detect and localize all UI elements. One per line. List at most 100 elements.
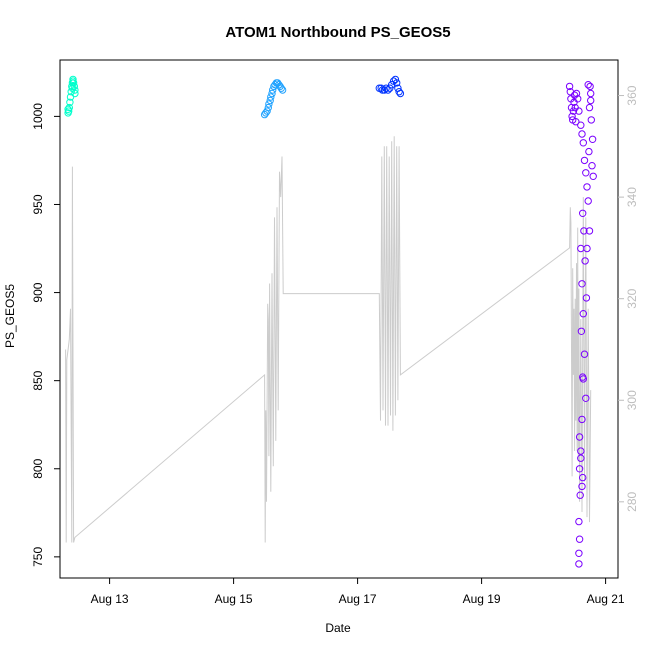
data-point [580,350,589,358]
y-axis-left: 750 800 850 900 950 1000 [31,103,60,567]
data-point [588,135,597,144]
y-tick-label: 950 [31,194,45,214]
data-point [70,82,79,91]
data-point [565,82,574,91]
data-point [582,169,590,177]
data-point [65,107,73,115]
data-point [588,162,596,170]
y-tick-label: 1000 [31,103,45,130]
data-point [579,209,587,218]
data-point [68,84,77,92]
data-point [575,465,584,473]
y2-tick-label: 340 [625,187,639,207]
data-point [277,84,285,92]
data-point [388,81,396,89]
y2-tick-label: 360 [625,85,639,105]
data-point [583,183,591,191]
y-tick-label: 750 [31,547,45,567]
data-point [569,107,578,115]
line-layer [65,136,592,543]
data-point [581,257,589,265]
data-point [580,227,588,235]
x-tick-label: Aug 19 [463,592,501,606]
data-point [278,86,287,94]
data-point [384,86,392,94]
data-point [574,95,582,103]
data-point [386,84,394,92]
y2-tick-label: 320 [625,288,639,308]
data-point [393,79,401,87]
data-point [568,112,576,121]
data-point [575,433,584,441]
y-tick-label: 900 [31,282,45,302]
data-point [584,81,592,89]
data-point [578,280,586,288]
data-point [577,454,585,462]
y-axis-label: PS_GEOS5 [3,284,17,348]
data-point [69,75,77,84]
data-point [580,156,589,165]
data-point [586,82,594,91]
data-point [268,89,276,98]
data-point [579,473,587,482]
x-tick-label: Aug 13 [91,592,129,606]
data-point [583,244,591,253]
data-point [579,375,587,383]
data-point [395,88,403,96]
x-axis: Aug 13 Aug 15 Aug 17 Aug 19 Aug 21 [91,578,625,606]
data-point [575,107,583,115]
series-line [65,136,592,543]
data-point [577,327,586,335]
data-point [578,130,586,138]
data-point [66,98,74,107]
data-point [378,86,387,94]
data-point [577,121,585,129]
data-point [578,482,586,491]
data-point [579,139,587,147]
data-point [575,517,583,526]
plot-frame [59,59,619,579]
y-axis-right: 280 300 320 340 360 [618,85,639,512]
x-tick-label: Aug 21 [587,592,625,606]
data-point [396,89,405,98]
data-point [265,100,273,108]
x-tick-label: Aug 17 [339,592,377,606]
data-point [585,147,593,156]
data-point [67,88,75,96]
data-point [587,116,595,124]
data-point [585,227,594,235]
data-point [264,103,272,112]
points-layer [64,75,597,568]
chart-title: ATOM1 Northbound PS_GEOS5 [225,24,450,41]
y2-tick-label: 280 [625,491,639,511]
data-point [391,75,400,84]
x-tick-label: Aug 15 [215,592,253,606]
x-axis-label: Date [325,621,351,635]
data-point [267,93,275,101]
data-point [582,394,590,402]
data-point [572,118,580,126]
data-point [579,310,587,318]
data-point [585,103,594,112]
data-point [69,79,78,87]
data-point [266,96,274,105]
data-point [576,491,584,499]
data-point [575,549,583,557]
y-tick-label: 800 [31,458,45,478]
data-point [575,535,584,543]
data-point [575,560,583,568]
data-point [587,89,595,98]
data-point [578,415,586,424]
data-point [577,447,585,455]
data-point [589,172,597,181]
data-point [584,197,592,205]
data-point [587,96,595,105]
y2-tick-label: 300 [625,390,639,410]
data-point [572,89,581,98]
data-point [65,103,74,112]
data-point [582,294,591,302]
data-point [382,84,390,92]
data-point [263,107,271,115]
y-tick-label: 850 [31,370,45,390]
